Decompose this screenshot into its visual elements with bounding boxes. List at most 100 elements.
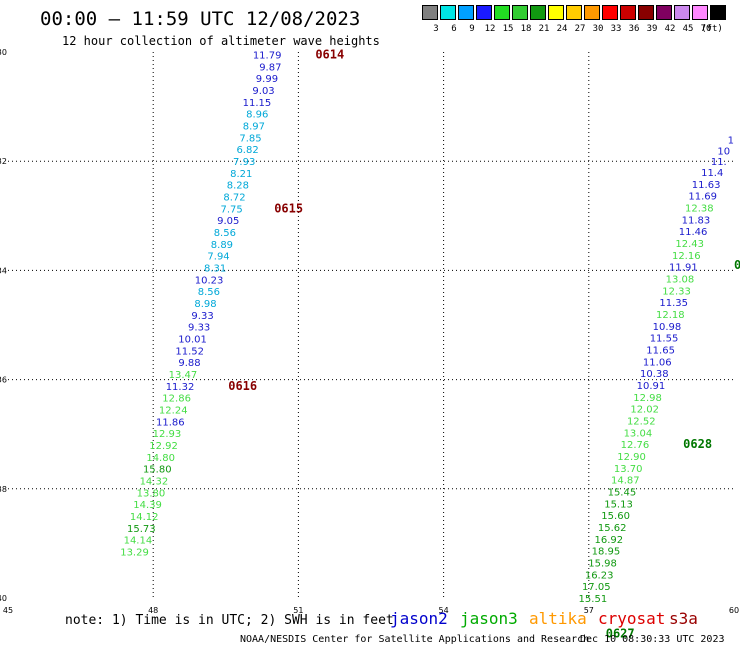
wave-height-value: 13.70 xyxy=(614,464,643,475)
wave-height-value: 11.46 xyxy=(679,227,708,238)
legend-label: 24 xyxy=(556,24,568,34)
wave-height-value: 12.16 xyxy=(672,251,701,262)
wave-height-value: 8.89 xyxy=(211,240,233,251)
wave-height-value: 10.38 xyxy=(640,369,669,380)
y-tick-label: -38 xyxy=(0,485,7,494)
wave-height-value: 16.23 xyxy=(585,571,614,582)
satellite-jason3: jason3 xyxy=(460,609,518,628)
y-tick-label: -30 xyxy=(0,48,7,57)
wave-height-value: 12.52 xyxy=(627,417,656,428)
wave-height-value: 15.45 xyxy=(608,488,637,499)
x-tick-label: 54 xyxy=(439,606,449,615)
wave-height-value: 15.73 xyxy=(127,524,156,535)
legend-swatch xyxy=(530,5,546,20)
wave-height-value: 12.33 xyxy=(662,287,691,298)
footer-timestamp: Dec 10 08:30:33 UTC 2023 xyxy=(580,634,725,645)
legend-swatch xyxy=(602,5,618,20)
wave-height-value: 11.06 xyxy=(643,358,672,369)
satellite-cryosat: cryosat xyxy=(598,609,666,628)
wave-height-value: 8.96 xyxy=(246,110,268,121)
wave-height-value: 8.21 xyxy=(230,169,252,180)
wave-height-value: 15.51 xyxy=(579,594,608,605)
wave-height-value: 8.56 xyxy=(198,287,220,298)
legend-label: 45 xyxy=(682,24,694,34)
y-tick-label: -40 xyxy=(0,594,7,603)
x-tick-label: 51 xyxy=(293,606,303,615)
wave-height-value: 9.33 xyxy=(188,323,210,334)
wave-height-value: 8.97 xyxy=(243,122,265,133)
wave-height-value: 15.98 xyxy=(588,559,617,570)
wave-height-value: 9.87 xyxy=(259,63,281,74)
satellite-altika: altika xyxy=(529,609,587,628)
wave-height-value: 11.79 xyxy=(253,51,282,62)
legend-swatch xyxy=(422,5,438,20)
wave-height-value: 17.05 xyxy=(582,582,611,593)
wave-height-value: 15.80 xyxy=(143,465,172,476)
wave-height-value: 12.92 xyxy=(149,441,178,452)
legend-label: 42 xyxy=(664,24,676,34)
wave-height-value: 14.14 xyxy=(124,536,153,547)
wave-height-value: 6.82 xyxy=(236,145,258,156)
wave-height-value: 13.47 xyxy=(169,370,198,381)
wave-height-value: 14.80 xyxy=(146,453,175,464)
wave-height-value: 14.32 xyxy=(140,477,169,488)
wave-height-value: 15.60 xyxy=(601,511,630,522)
legend-swatch xyxy=(710,5,726,20)
legend-label: 21 xyxy=(538,24,550,34)
wave-height-value: 13.08 xyxy=(666,275,695,286)
legend-swatch xyxy=(512,5,528,20)
legend-swatch xyxy=(458,5,474,20)
wave-height-value: 13.80 xyxy=(137,489,166,500)
wave-height-value: 7.93 xyxy=(233,157,255,168)
legend-swatch xyxy=(692,5,708,20)
wave-height-value: 10.98 xyxy=(653,322,682,333)
wave-height-value: 11. xyxy=(711,157,727,168)
wave-height-value: 11.32 xyxy=(166,382,195,393)
time-label: 0628 xyxy=(683,437,712,451)
legend-label: 3 xyxy=(433,24,439,34)
wave-height-value: 11.35 xyxy=(659,298,688,309)
wave-height-value: 16.92 xyxy=(595,535,624,546)
x-tick-label: 45 xyxy=(3,606,13,615)
wave-height-value: 12.18 xyxy=(656,310,685,321)
wave-height-value: 12.02 xyxy=(630,405,659,416)
wave-height-value: 8.31 xyxy=(204,264,226,275)
wave-height-value: 12.86 xyxy=(162,394,191,405)
legend-label: 70 xyxy=(700,24,712,34)
wave-height-value: 15.62 xyxy=(598,523,627,534)
wave-height-value: 11.86 xyxy=(156,418,185,429)
wave-height-value: 10.91 xyxy=(637,381,666,392)
wave-height-value: 1 xyxy=(728,135,734,146)
legend-label: 15 xyxy=(502,24,514,34)
legend-label: 30 xyxy=(592,24,604,34)
legend-swatch xyxy=(476,5,492,20)
satellite-s3a: s3a xyxy=(669,609,698,628)
x-tick-label: 48 xyxy=(148,606,158,615)
x-tick-label: 60 xyxy=(729,606,739,615)
legend-label: 36 xyxy=(628,24,640,34)
wave-height-value: 11.55 xyxy=(650,334,679,345)
wave-height-value: 10.01 xyxy=(178,335,207,346)
x-tick-label: 57 xyxy=(584,606,594,615)
y-tick-label: -34 xyxy=(0,266,7,275)
legend-swatch xyxy=(584,5,600,20)
footer-credit: NOAA/NESDIS Center for Satellite Applica… xyxy=(240,634,590,645)
legend-label: 6 xyxy=(451,24,457,34)
wave-height-value: 8.56 xyxy=(214,228,236,239)
wave-height-value: 10.23 xyxy=(195,276,224,287)
wave-height-value: 11.15 xyxy=(243,98,272,109)
wave-height-value: 9.03 xyxy=(252,86,274,97)
y-tick-label: -32 xyxy=(0,157,7,166)
wave-height-value: 12.98 xyxy=(633,393,662,404)
wave-height-value: 8.72 xyxy=(223,193,245,204)
wave-height-value: 13.29 xyxy=(120,548,149,559)
wave-height-value: 8.28 xyxy=(227,181,249,192)
legend-swatch xyxy=(494,5,510,20)
wave-height-value: 11.91 xyxy=(669,263,698,274)
wave-height-value: 12.90 xyxy=(617,452,646,463)
legend-swatch xyxy=(620,5,636,20)
wave-height-value: 14.39 xyxy=(133,500,162,511)
wave-height-value: 12.24 xyxy=(159,406,188,417)
